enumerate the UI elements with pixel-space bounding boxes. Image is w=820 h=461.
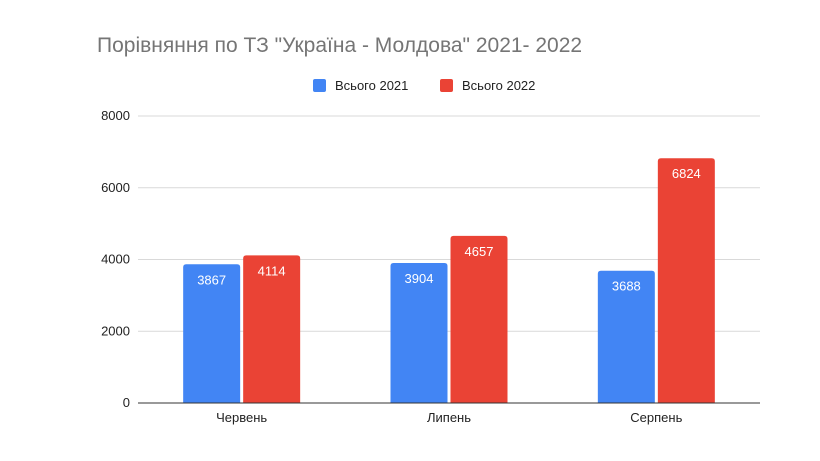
- x-axis: Червень Липень Серпень: [138, 402, 760, 425]
- legend-label: Всього 2022: [462, 78, 535, 93]
- bar: [243, 255, 301, 403]
- bar: [450, 235, 508, 403]
- legend-swatch: [440, 79, 453, 92]
- x-tick-label: Червень: [216, 410, 267, 425]
- legend-swatch: [313, 79, 326, 92]
- y-tick-label: 0: [123, 395, 130, 410]
- legend-label: Всього 2021: [335, 78, 408, 93]
- data-label: 3904: [405, 271, 434, 286]
- bar: [390, 262, 448, 403]
- gridlines: [138, 115, 760, 332]
- legend: Всього 2021 Всього 2022: [313, 78, 535, 93]
- x-tick-label: Липень: [427, 410, 471, 425]
- y-tick-label: 2000: [101, 323, 130, 338]
- y-tick-label: 4000: [101, 252, 130, 267]
- bar: [597, 270, 655, 403]
- data-label: 3867: [197, 272, 226, 287]
- data-label: 3688: [612, 279, 641, 294]
- bar: [183, 264, 241, 403]
- y-tick-label: 8000: [101, 108, 130, 123]
- data-label: 4657: [465, 244, 494, 259]
- bar: [657, 158, 715, 403]
- y-tick-label: 6000: [101, 180, 130, 195]
- y-axis: 0 2000 4000 6000 8000: [101, 108, 130, 410]
- x-tick-label: Серпень: [630, 410, 682, 425]
- data-label: 4114: [258, 263, 286, 278]
- data-label: 6824: [672, 166, 701, 181]
- bars: 3867 4114 3904 4657 3688 6824: [183, 158, 715, 403]
- chart-title: Порівняння по ТЗ "Україна - Молдова" 202…: [97, 34, 583, 57]
